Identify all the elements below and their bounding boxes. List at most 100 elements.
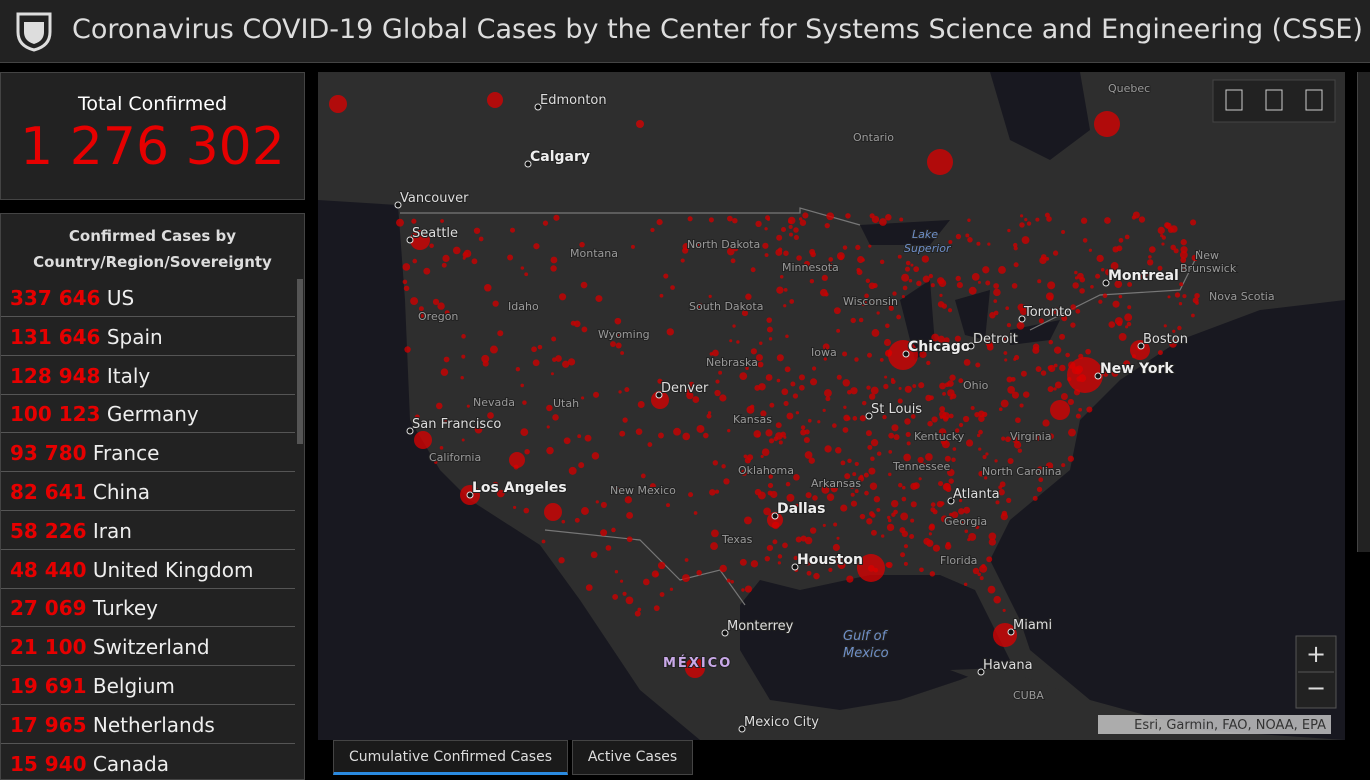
- country-row[interactable]: 131 646 Spain: [1, 318, 295, 356]
- case-dot: [1020, 370, 1027, 377]
- case-dot: [902, 285, 908, 291]
- map-label: Denver: [661, 381, 709, 396]
- country-row[interactable]: 82 641 China: [1, 473, 295, 511]
- case-dot: [546, 425, 550, 429]
- case-dot: [859, 513, 866, 520]
- city-dot: [406, 236, 414, 244]
- case-dot: [726, 578, 731, 583]
- case-dot: [903, 453, 911, 462]
- case-dot: [776, 378, 781, 383]
- case-dot: [793, 474, 800, 481]
- case-dot: [790, 381, 796, 387]
- case-dot: [988, 538, 997, 546]
- city-dot: [865, 412, 873, 420]
- country-row[interactable]: 337 646 US: [1, 279, 295, 317]
- case-dot: [497, 330, 504, 337]
- case-dot: [418, 311, 425, 318]
- scrollbar[interactable]: [297, 279, 303, 444]
- case-dot: [868, 467, 876, 475]
- case-dot: [437, 302, 445, 310]
- case-dot: [1088, 248, 1092, 252]
- case-dot: [842, 379, 850, 387]
- case-dot: [958, 499, 963, 503]
- case-dot: [886, 523, 895, 532]
- case-dot: [828, 263, 834, 268]
- country-row[interactable]: 93 780 France: [1, 434, 295, 473]
- map[interactable]: Edmonton Calgary Vancouver Seattle Montana No…: [318, 72, 1345, 740]
- map-label: Nova Scotia: [1209, 290, 1275, 303]
- tab[interactable]: Cumulative Confirmed Cases: [333, 740, 568, 775]
- case-dot: [918, 382, 925, 389]
- bookmark-button[interactable]: [1225, 89, 1243, 111]
- case-dot: [806, 570, 812, 576]
- case-dot: [858, 317, 864, 323]
- map-label: Nevada: [473, 396, 515, 409]
- case-dot: [552, 414, 559, 421]
- case-dot: [745, 293, 752, 300]
- country-row[interactable]: 27 069 Turkey: [1, 589, 295, 628]
- case-dot: [1065, 352, 1070, 358]
- case-dot: [789, 299, 795, 304]
- country-row[interactable]: 21 100 Switzerland: [1, 628, 295, 667]
- case-dot: [1010, 376, 1016, 382]
- case-bubble: [1067, 357, 1103, 393]
- basemap-button[interactable]: [1305, 89, 1323, 111]
- country-row[interactable]: 100 123 Germany: [1, 395, 295, 434]
- zoom-out[interactable]: −: [1306, 674, 1326, 702]
- case-dot: [558, 557, 565, 564]
- country-row[interactable]: 19 691 Belgium: [1, 667, 295, 705]
- case-dot: [726, 247, 735, 256]
- logo: [16, 12, 52, 52]
- water: [955, 290, 990, 340]
- case-dot: [1148, 246, 1156, 253]
- case-dot: [812, 495, 818, 501]
- map-label: Toronto: [1023, 305, 1072, 320]
- case-dot: [904, 385, 912, 393]
- case-dot: [948, 478, 954, 484]
- case-dot: [860, 300, 867, 307]
- case-dot: [542, 220, 549, 226]
- country-name: Netherlands: [92, 712, 215, 737]
- zoom-in[interactable]: +: [1306, 640, 1326, 668]
- city-dot: [738, 725, 746, 733]
- case-dot: [876, 507, 881, 512]
- map-label: California: [429, 451, 481, 464]
- case-dot: [624, 496, 632, 504]
- case-dot: [711, 529, 719, 538]
- case-dot: [507, 254, 514, 261]
- case-dot: [772, 539, 778, 545]
- case-dot: [809, 279, 815, 284]
- country-row[interactable]: 128 948 Italy: [1, 357, 295, 395]
- country-row[interactable]: 17 965 Netherlands: [1, 706, 295, 744]
- country-row[interactable]: 58 226 Iran: [1, 512, 295, 550]
- case-dot: [466, 404, 470, 408]
- case-dot: [1085, 348, 1091, 355]
- case-dot: [832, 543, 840, 552]
- case-dot: [760, 454, 764, 459]
- country-name: Spain: [106, 324, 163, 349]
- case-dot: [578, 462, 585, 469]
- country-row[interactable]: 15 940 Canada: [1, 745, 295, 779]
- case-dot: [622, 417, 628, 423]
- case-dot: [418, 306, 424, 312]
- case-dot: [800, 425, 806, 430]
- case-dot: [1032, 346, 1040, 354]
- case-dot: [744, 585, 753, 593]
- case-dot: [905, 431, 911, 437]
- case-dot: [971, 272, 980, 281]
- case-dot: [590, 551, 598, 559]
- tab[interactable]: Active Cases: [572, 740, 693, 775]
- case-dot: [854, 357, 859, 362]
- country-row[interactable]: 48 440 United Kingdom: [1, 551, 295, 589]
- case-dot: [1110, 262, 1119, 270]
- case-bubble: [767, 512, 783, 528]
- case-dot: [978, 415, 985, 422]
- case-dot: [1138, 216, 1146, 223]
- case-dot: [768, 474, 773, 479]
- case-dot: [581, 326, 588, 333]
- case-dot: [743, 454, 748, 459]
- list-button[interactable]: [1265, 89, 1283, 111]
- water: [900, 280, 935, 360]
- case-dot: [732, 324, 736, 328]
- case-dot: [474, 425, 483, 434]
